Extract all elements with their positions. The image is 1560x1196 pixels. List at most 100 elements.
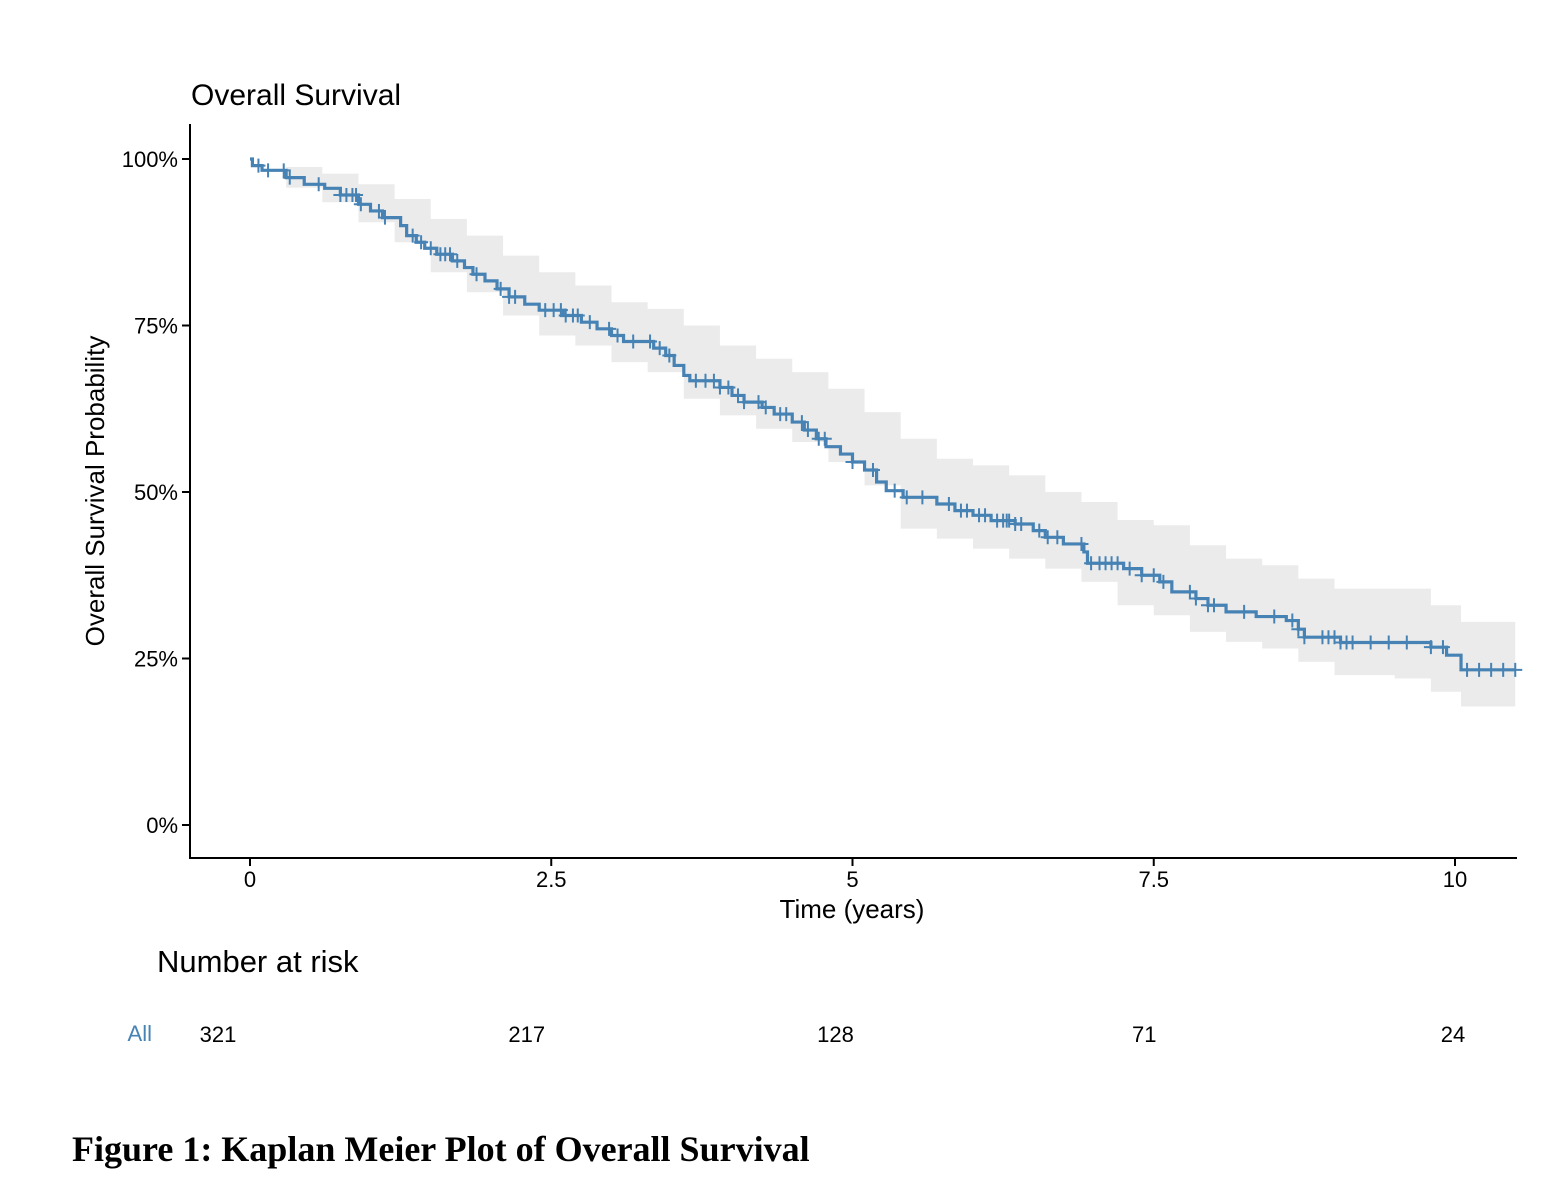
censor-mark <box>311 177 326 192</box>
confidence-band <box>250 159 1516 707</box>
censor-mark <box>1285 613 1300 628</box>
censor-mark <box>1032 523 1047 538</box>
censor-mark <box>1363 635 1378 650</box>
x-tick-label: 10 <box>1443 867 1467 892</box>
censor-mark <box>570 308 585 323</box>
censor-mark <box>349 187 364 202</box>
censor-mark <box>405 228 420 243</box>
censor-mark <box>1002 513 1017 528</box>
censor-mark <box>959 503 974 518</box>
censor-mark <box>758 400 773 415</box>
risk-table-value: 217 <box>508 1022 545 1047</box>
censor-mark <box>582 315 597 330</box>
x-tick-label: 0 <box>244 867 256 892</box>
censor-mark <box>731 388 746 403</box>
censor-mark <box>978 508 993 523</box>
censor-mark <box>282 170 297 185</box>
y-tick-label: 75% <box>134 314 178 339</box>
censor-mark <box>1237 604 1252 619</box>
x-axis-label: Time (years) <box>780 894 925 924</box>
y-tick-label: 25% <box>134 647 178 672</box>
censor-mark <box>414 235 429 250</box>
censor-mark <box>941 496 956 511</box>
censor-mark <box>794 415 809 430</box>
censor-mark <box>915 490 930 505</box>
x-axis-ticks: 0 2.5 5 7.5 10 <box>244 858 1467 892</box>
censor-mark <box>737 395 752 410</box>
censor-mark <box>865 463 880 478</box>
censor-mark <box>1399 635 1414 650</box>
censor-mark <box>626 334 641 349</box>
risk-table-value: 321 <box>200 1022 237 1047</box>
censor-mark <box>800 423 815 438</box>
censor-mark <box>450 253 465 268</box>
x-tick-label: 5 <box>846 867 858 892</box>
censor-mark <box>493 281 508 296</box>
censor-mark <box>1496 662 1511 677</box>
censor-mark <box>1423 640 1438 655</box>
censor-mark <box>1435 640 1450 655</box>
chart-title: Overall Survival <box>191 79 401 112</box>
censor-mark <box>469 267 484 282</box>
censor-mark <box>1207 598 1221 613</box>
censor-mark <box>643 334 658 349</box>
censor-mark <box>1110 556 1125 571</box>
risk-table-value: 71 <box>1132 1022 1156 1047</box>
censor-mark <box>276 163 291 178</box>
censor-mark <box>610 328 625 343</box>
censor-mark <box>1484 662 1499 677</box>
risk-table-values: 321 217 128 71 24 <box>200 1022 1466 1047</box>
censor-mark <box>1074 536 1089 551</box>
censor-mark <box>652 341 667 356</box>
y-axis-ticks: 0% 25% 50% 75% 100% <box>122 147 190 838</box>
risk-table-value: 128 <box>817 1022 854 1047</box>
censor-mark <box>1014 516 1029 531</box>
censor-mark <box>779 407 794 422</box>
censor-mark <box>261 163 276 178</box>
censor-mark <box>371 203 386 218</box>
x-tick-label: 2.5 <box>536 867 567 892</box>
censor-mark <box>443 247 458 262</box>
censor-marks <box>251 158 1523 677</box>
y-tick-label: 100% <box>122 147 178 172</box>
y-tick-label: 0% <box>146 813 178 838</box>
x-tick-label: 7.5 <box>1138 867 1169 892</box>
risk-table-value: 24 <box>1441 1022 1465 1047</box>
censor-mark <box>751 395 766 410</box>
y-axis-label: Overall Survival Probability <box>80 336 110 647</box>
censor-mark <box>1291 622 1306 637</box>
censor-mark <box>1134 568 1149 583</box>
censor-mark <box>817 431 832 446</box>
censor-mark <box>353 197 368 212</box>
censor-mark <box>1345 635 1360 650</box>
censor-mark <box>662 348 677 363</box>
censor-mark <box>721 380 736 395</box>
censor-mark <box>423 241 438 256</box>
censor-mark <box>1182 584 1197 599</box>
risk-table-stratum-label: All <box>128 1021 152 1046</box>
censor-mark <box>602 321 617 336</box>
censor-mark <box>251 158 266 173</box>
censor-mark <box>1156 574 1171 589</box>
figure-caption: Figure 1: Kaplan Meier Plot of Overall S… <box>72 1129 810 1169</box>
censor-mark <box>899 490 914 505</box>
censor-mark <box>508 289 523 304</box>
censor-mark <box>1267 609 1282 624</box>
censor-mark <box>1188 591 1203 606</box>
censor-mark <box>1297 630 1312 645</box>
y-tick-label: 50% <box>134 480 178 505</box>
censor-mark <box>1050 530 1065 545</box>
plot-area <box>250 157 1523 707</box>
censor-mark <box>706 373 721 388</box>
censor-mark <box>845 455 860 470</box>
censor-mark <box>1122 561 1137 576</box>
censor-mark <box>1472 662 1487 677</box>
censor-mark <box>1460 662 1475 677</box>
censor-mark <box>1146 568 1161 583</box>
censor-mark <box>377 210 392 225</box>
censor-mark <box>1508 662 1523 677</box>
censor-mark <box>887 483 902 498</box>
risk-table-title: Number at risk <box>157 944 359 979</box>
censor-mark <box>1381 635 1396 650</box>
